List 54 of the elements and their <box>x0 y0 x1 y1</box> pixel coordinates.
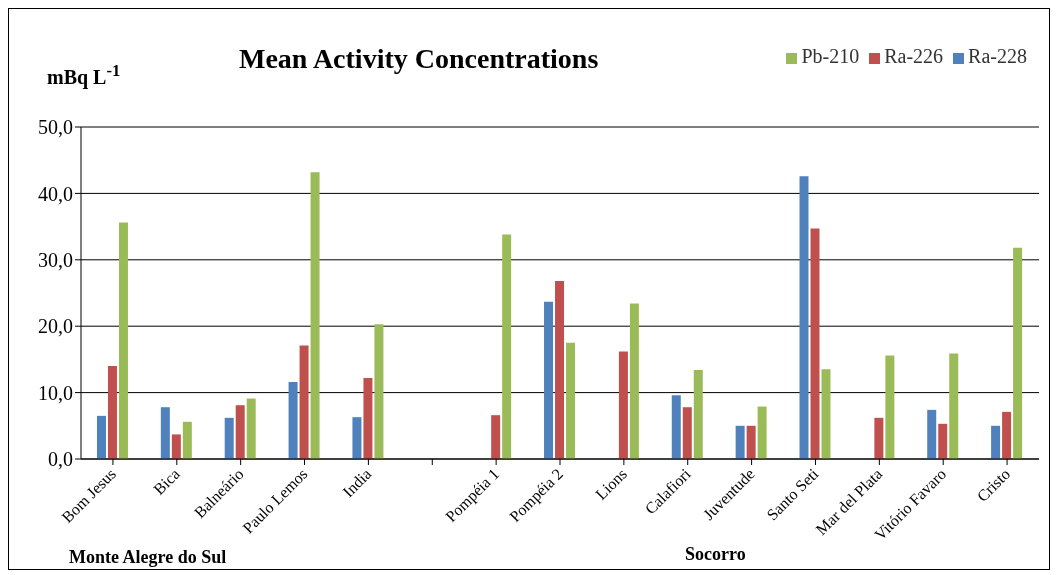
bar <box>310 172 320 459</box>
y-tick-label: 50,0 <box>38 116 73 139</box>
chart-title: Mean Activity Concentrations <box>239 43 599 75</box>
bar <box>363 377 373 459</box>
bar <box>96 415 106 459</box>
bar <box>682 407 692 459</box>
y-tick-label: 40,0 <box>38 182 73 205</box>
bar <box>491 415 501 459</box>
x-tick-label: India <box>339 465 375 501</box>
bar <box>757 406 767 459</box>
bar <box>991 425 1001 459</box>
text: Socorro <box>685 544 746 565</box>
bar <box>821 369 831 459</box>
bar <box>246 398 256 459</box>
bar <box>810 228 820 459</box>
legend-label: Ra-226 <box>884 45 944 67</box>
bar <box>927 409 937 459</box>
bar <box>566 342 576 459</box>
bar <box>160 407 170 459</box>
bar <box>629 303 639 459</box>
bar <box>885 355 895 459</box>
y-tick-label: 0,0 <box>48 448 73 471</box>
bar <box>288 381 298 459</box>
bar <box>502 234 512 459</box>
bar <box>1013 247 1023 459</box>
bar <box>671 395 681 459</box>
bar <box>874 417 884 459</box>
bar <box>555 281 565 459</box>
bar <box>299 345 309 459</box>
x-tick-label: Bica <box>150 465 183 498</box>
y-tick-label: 30,0 <box>38 248 73 271</box>
legend-label: Ra-228 <box>968 45 1027 67</box>
bar <box>352 417 362 459</box>
bar <box>374 324 384 459</box>
bar <box>693 370 703 459</box>
bar <box>1002 411 1012 459</box>
bar <box>746 425 756 459</box>
bar <box>107 366 117 459</box>
bar <box>799 176 809 459</box>
y-axis-title: mBq L$^{-1}$ <box>47 61 121 89</box>
bar <box>544 301 554 459</box>
text: Monte Alegre do Sul <box>69 547 227 568</box>
bar <box>618 351 628 459</box>
bar <box>949 353 959 459</box>
bar <box>938 423 948 459</box>
bar <box>182 421 192 459</box>
bar <box>735 425 745 459</box>
bar <box>224 417 234 459</box>
bar <box>118 222 128 459</box>
bar <box>235 405 245 459</box>
y-tick-label: 10,0 <box>38 381 73 404</box>
y-tick-label: 20,0 <box>38 315 73 338</box>
legend-label: Pb-210 <box>801 45 860 67</box>
bar <box>171 434 181 459</box>
